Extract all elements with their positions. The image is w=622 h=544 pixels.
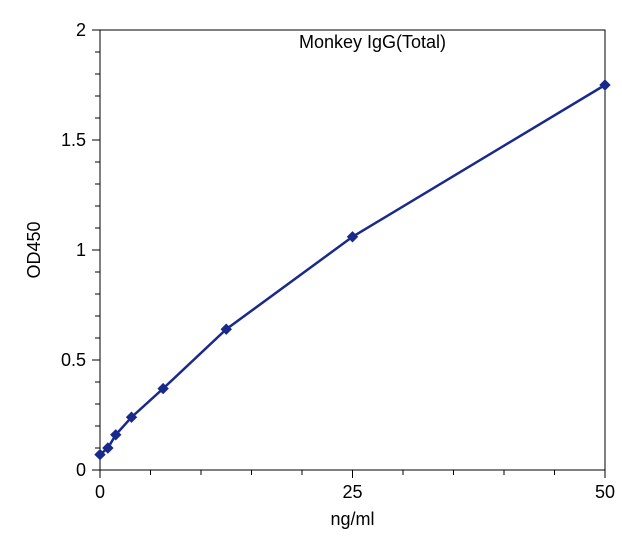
y-tick-label: 0.5 [61,350,86,370]
chart-container: 0 25 50 0 0.5 1 1.5 2 Monkey IgG(Total) ng/ml OD45… [0,0,622,544]
y-tick-label: 1 [76,240,86,260]
y-axis-label: OD450 [24,221,44,278]
chart-title: Monkey IgG(Total) [299,32,446,52]
y-tick-label: 1.5 [61,130,86,150]
plot-border [100,30,605,470]
x-tick-label: 0 [95,482,105,502]
y-tick-label: 0 [76,460,86,480]
data-line [100,85,605,455]
y-tick-label: 2 [76,20,86,40]
chart-svg: 0 25 50 0 0.5 1 1.5 2 Monkey IgG(Total) ng/ml OD45… [0,0,622,544]
x-axis-label: ng/ml [330,509,374,529]
x-tick-label: 50 [595,482,615,502]
x-tick-label: 25 [342,482,362,502]
